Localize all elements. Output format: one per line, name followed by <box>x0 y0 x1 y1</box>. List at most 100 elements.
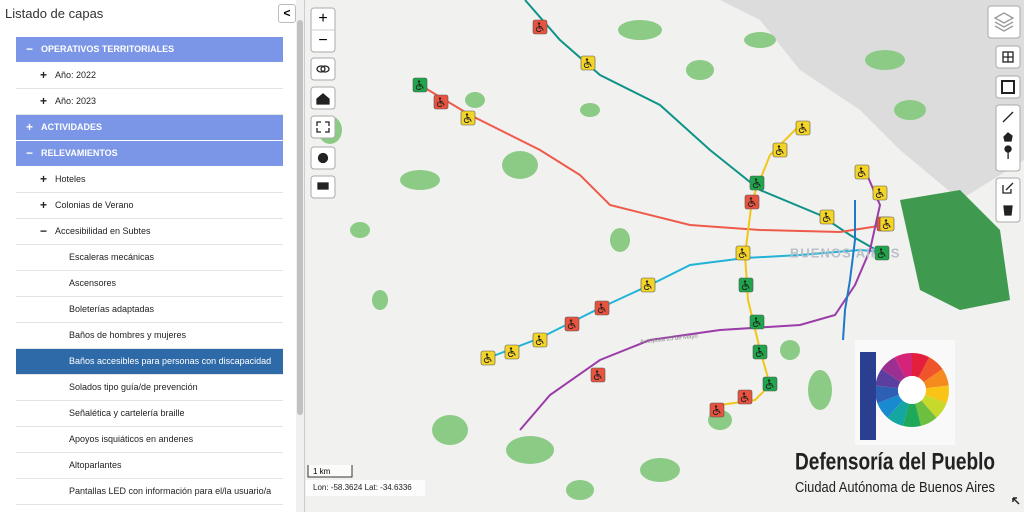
logo-wedge <box>875 385 899 404</box>
layer-label: Hoteles <box>55 174 86 184</box>
zoom-control: + − <box>310 7 336 53</box>
layer-label: Baños accesibles para personas con disca… <box>69 356 272 366</box>
parks <box>318 20 926 500</box>
station-icon <box>640 277 656 293</box>
toggle-icon[interactable]: + <box>40 94 48 108</box>
logo-wedge <box>881 357 906 382</box>
scale: 1 km Lon: -58.3624 Lat: -34.6336 <box>306 465 425 496</box>
station-icon <box>879 216 895 232</box>
toggle-icon[interactable]: − <box>26 42 34 56</box>
toggle-icon[interactable]: − <box>26 146 34 160</box>
layer-item[interactable]: Año: 2022 + <box>16 63 283 89</box>
scroll-thumb[interactable] <box>297 20 303 415</box>
layer-label: RELEVAMIENTOS <box>41 148 118 158</box>
station-icon <box>854 164 870 180</box>
layer-item[interactable]: RELEVAMIENTOS − <box>16 141 283 167</box>
layer-item[interactable]: Hoteles + <box>16 167 283 193</box>
layer-label: Apoyos isquiáticos en andenes <box>69 434 194 444</box>
layer-item[interactable]: Colonias de Verano + <box>16 193 283 219</box>
logo-wedge <box>921 395 947 418</box>
resize-icon[interactable] <box>1012 497 1020 505</box>
layer-label: Accesibilidad en Subtes <box>55 226 151 236</box>
logo-wedge <box>875 369 901 389</box>
station-icon <box>460 110 476 126</box>
layer-item[interactable]: OPERATIVOS TERRITORIALES − <box>16 37 283 63</box>
toggle-icon[interactable]: + <box>40 68 48 82</box>
logo-stem <box>860 352 876 440</box>
logo <box>855 340 955 445</box>
toggle-icon[interactable]: + <box>40 172 48 186</box>
layer-item[interactable]: Baños accesibles para personas con disca… <box>16 349 283 375</box>
zoom-in[interactable]: + <box>318 10 327 27</box>
layer-item[interactable]: Pantallas LED con información para el/la… <box>16 479 283 505</box>
toggle-icon[interactable]: − <box>40 224 48 238</box>
logo-wedge <box>903 403 921 427</box>
station-icon <box>504 344 520 360</box>
station-icon <box>874 245 890 261</box>
layer-panel: Listado de capas < OPERATIVOS TERRITORIA… <box>0 0 305 512</box>
layer-item[interactable]: ACTIVIDADES + <box>16 115 283 141</box>
station-icon <box>737 389 753 405</box>
tool-icons <box>316 12 1015 216</box>
logo-wedge <box>923 369 949 389</box>
subway-lines <box>419 0 886 431</box>
stations <box>412 19 895 418</box>
map[interactable]: BUENOS AIRES Autopista 25 de Mayo + − 1 … <box>305 0 1024 512</box>
collapse-button[interactable]: < <box>278 4 296 23</box>
logo-wedge <box>887 400 909 426</box>
layer-item[interactable]: Altoparlantes <box>16 453 283 479</box>
logo-wedge <box>877 395 903 418</box>
station-icon <box>735 245 751 261</box>
station-icon <box>749 175 765 191</box>
layer-item[interactable]: Baños de hombres y mujeres <box>16 323 283 349</box>
station-icon <box>738 277 754 293</box>
layer-item[interactable]: Año: 2023 + <box>16 89 283 115</box>
station-icon <box>594 300 610 316</box>
layer-label: Año: 2022 <box>55 70 97 80</box>
station-icon <box>532 332 548 348</box>
logo-subtitle: Ciudad Autónoma de Buenos Aires <box>795 479 995 496</box>
station-icon <box>564 316 580 332</box>
layer-item[interactable]: Señalética y cartelería braille <box>16 401 283 427</box>
layer-item[interactable]: Escaleras mecánicas <box>16 245 283 271</box>
layer-label: ACTIVIDADES <box>41 122 103 132</box>
layer-label: Boleterías adaptadas <box>69 304 155 314</box>
station-icon <box>762 376 778 392</box>
logo-wedge <box>894 352 912 378</box>
layer-label: OPERATIVOS TERRITORIALES <box>41 44 175 54</box>
layer-label: Colonias de Verano <box>55 200 134 210</box>
city-label: BUENOS AIRES <box>790 245 900 260</box>
layer-item[interactable]: Accesibilidad en Subtes − <box>16 219 283 245</box>
layer-label: Ascensores <box>69 278 117 288</box>
station-icon <box>752 344 768 360</box>
logo-wedge <box>918 357 943 382</box>
zoom-out[interactable]: − <box>318 32 327 49</box>
logo-wedge <box>915 400 937 426</box>
panel-title: Listado de capas <box>5 6 104 21</box>
toggle-icon[interactable]: + <box>40 198 48 212</box>
layer-item[interactable]: Apoyos isquiáticos en andenes <box>16 427 283 453</box>
station-icon <box>412 77 428 93</box>
toggle-icon[interactable]: + <box>26 120 34 134</box>
layer-label: Altoparlantes <box>69 460 122 470</box>
scale-label: 1 km <box>313 467 331 476</box>
station-icon <box>580 55 596 71</box>
logo-wedge <box>925 385 949 404</box>
logo-wedge <box>912 352 930 378</box>
station-icon <box>480 350 496 366</box>
layer-item[interactable]: Solados tipo guía/de prevención <box>16 375 283 401</box>
layer-item[interactable]: Boleterías adaptadas <box>16 297 283 323</box>
coordinates: Lon: -58.3624 Lat: -34.6336 <box>313 483 412 492</box>
station-icon <box>744 194 760 210</box>
layer-label: Escaleras mecánicas <box>69 252 155 262</box>
station-icon <box>872 185 888 201</box>
layer-item[interactable]: Ascensores <box>16 271 283 297</box>
layer-list: OPERATIVOS TERRITORIALES − Año: 2022 + Año: … <box>16 37 283 505</box>
logo-title: Defensoría del Pueblo <box>795 448 995 475</box>
station-icon <box>772 142 788 158</box>
scrollbar[interactable] <box>296 0 304 512</box>
station-icon <box>433 94 449 110</box>
station-icon <box>709 402 725 418</box>
layer-label: Pantallas LED con información para el/la… <box>69 486 272 496</box>
